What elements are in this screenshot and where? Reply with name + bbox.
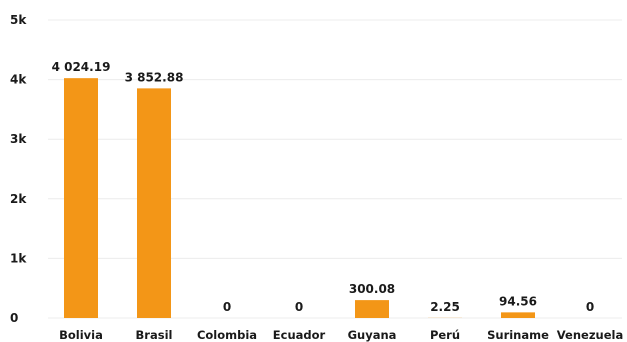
x-tick-label: Ecuador [273,328,326,342]
data-labels: 4 024.19 3 852.88 0 0 300.08 2.25 94.56 0 [52,60,595,314]
y-tick-label: 2k [10,192,27,206]
bar [355,300,389,318]
x-tick-label: Perú [430,328,460,342]
data-label: 0 [586,300,594,314]
x-tick-label: Venezuela [557,328,623,342]
y-tick-label: 0 [10,311,18,325]
data-label: 94.56 [499,294,537,308]
y-tick-label: 1k [10,251,27,265]
y-axis: 0 1k 2k 3k 4k 5k [10,13,27,325]
y-tick-label: 3k [10,132,27,146]
data-label: 3 852.88 [125,70,184,84]
bar [501,312,535,318]
x-tick-label: Colombia [197,328,257,342]
bars [64,78,535,319]
data-label: 0 [295,300,303,314]
data-label: 4 024.19 [52,60,111,74]
x-tick-label: Suriname [487,328,549,342]
x-tick-label: Brasil [136,328,173,342]
y-tick-label: 4k [10,73,27,87]
data-label: 300.08 [349,282,395,296]
bar [137,88,171,319]
data-label: 0 [223,300,231,314]
x-axis: Bolivia Brasil Colombia Ecuador Guyana Perú Su… [59,328,623,342]
grid-layer [48,19,622,319]
y-tick-label: 5k [10,13,27,27]
data-label: 2.25 [430,300,460,314]
bar [64,78,98,318]
x-tick-label: Bolivia [59,328,103,342]
x-tick-label: Guyana [348,328,397,342]
